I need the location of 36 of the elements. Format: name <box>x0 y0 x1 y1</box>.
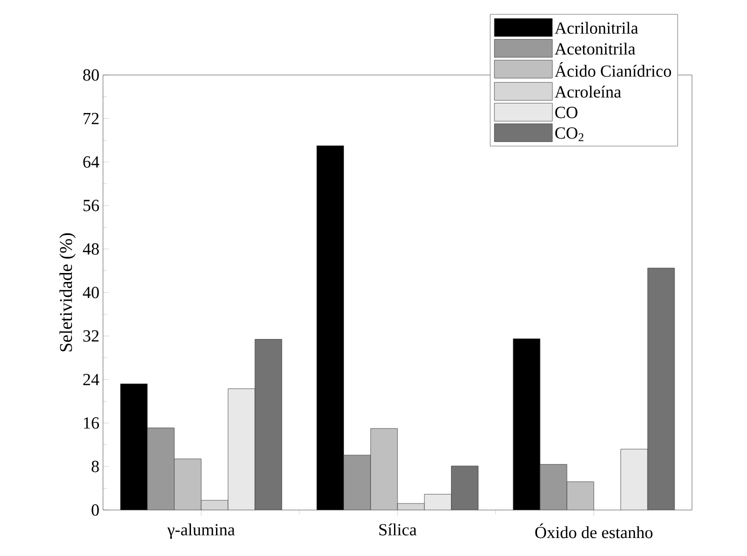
bar <box>147 428 174 510</box>
bar <box>174 458 202 510</box>
y-tick-label: 72 <box>84 112 99 124</box>
legend-label: CO <box>555 106 578 118</box>
y-tick-label: 64 <box>83 156 100 168</box>
bar <box>228 388 255 510</box>
bar <box>424 494 452 510</box>
bar <box>344 455 371 510</box>
bar <box>647 268 675 510</box>
x-tick-label: Sílica <box>379 524 417 536</box>
y-tick-label: 24 <box>83 374 100 386</box>
bar <box>120 384 148 510</box>
legend-label: CO$_{2}$ <box>555 127 584 142</box>
legend-label: Acetonitrila <box>554 42 636 55</box>
y-tick-label: 8 <box>92 460 99 472</box>
y-tick-label: 32 <box>83 330 99 342</box>
legend-label: Acroleína <box>554 86 622 98</box>
y-tick-label: 40 <box>82 286 99 298</box>
y-tick-label: 80 <box>83 69 99 81</box>
bar <box>370 428 398 510</box>
bar <box>566 482 594 510</box>
bar <box>540 464 568 510</box>
legend-label: Ácido Cianídrico <box>554 62 672 77</box>
bar <box>451 466 478 510</box>
x-tick-label: Óxido de estanho <box>535 524 652 538</box>
bar <box>316 146 344 510</box>
y-tick-label: 16 <box>84 417 99 429</box>
bar <box>620 448 648 510</box>
y-axis-title: Seletividade (%) <box>59 233 76 352</box>
y-tick-label: 0 <box>92 504 99 516</box>
y-tick-label: 56 <box>84 200 99 212</box>
y-tick-label: 48 <box>82 243 99 255</box>
bar <box>254 339 282 510</box>
x-tick-label: γ-alumina <box>167 524 235 539</box>
bar <box>512 338 540 510</box>
legend-label: Acrilonitrila <box>554 22 638 34</box>
